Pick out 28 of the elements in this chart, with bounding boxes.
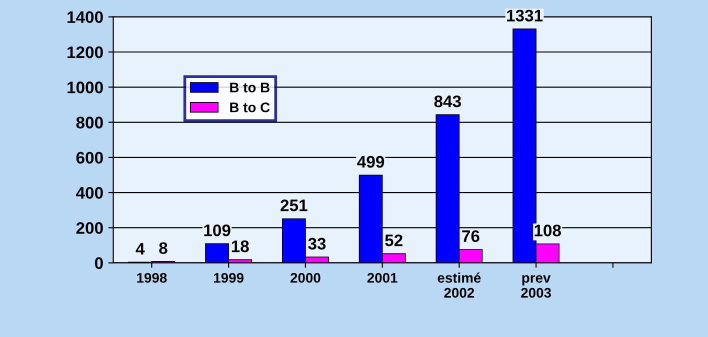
y-tick-label: 400: [76, 186, 103, 199]
x-tick-label: 1999: [214, 272, 244, 283]
y-tick-label: 0: [94, 257, 103, 270]
legend-label: B to C: [230, 102, 270, 112]
data-label: 33: [308, 238, 326, 250]
x-tick-label: 2000: [290, 272, 320, 283]
legend-label: B to B: [230, 82, 270, 92]
data-label: 251: [280, 199, 308, 212]
y-tick-label: 600: [76, 152, 103, 164]
x-tick-label: estimé 2002: [438, 272, 481, 298]
x-tick-label: 2001: [367, 272, 398, 283]
y-tick-label: 200: [76, 222, 103, 234]
y-tick-label: 800: [76, 116, 103, 128]
data-label: 76: [462, 230, 480, 242]
data-label: 108: [534, 224, 561, 236]
data-label: 52: [385, 234, 402, 246]
data-label: 109: [204, 224, 230, 236]
data-label: 843: [434, 95, 461, 108]
x-tick-label: prev 2003: [521, 275, 552, 298]
data-label: 8: [159, 242, 168, 254]
data-label: 1331: [507, 10, 543, 22]
data-label: 499: [357, 156, 384, 168]
x-tick-label: 1998: [137, 272, 167, 283]
y-tick-label: 1400: [68, 11, 103, 24]
data-label: 4: [136, 243, 145, 255]
data-label: 18: [232, 240, 249, 252]
y-tick-label: 1200: [68, 46, 103, 58]
y-tick-label: 1000: [68, 82, 103, 94]
